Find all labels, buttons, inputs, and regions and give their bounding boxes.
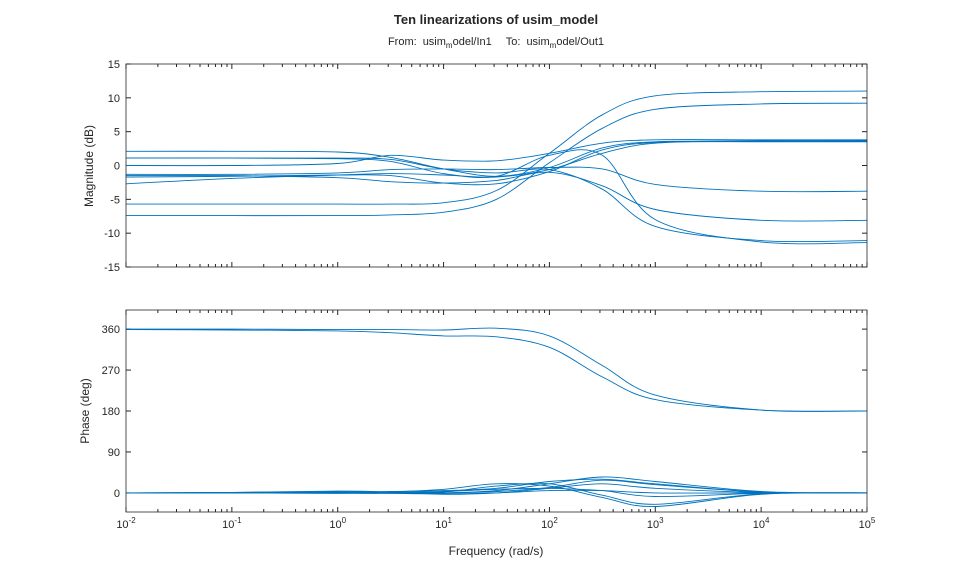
x-tick-label: 104: [753, 516, 770, 531]
magnitude-ytick-label: 10: [108, 93, 120, 105]
phase-ylabel: Phase (deg): [78, 378, 92, 443]
magnitude-ytick-label: 15: [108, 59, 120, 71]
phase-series-group: [126, 327, 867, 507]
magnitude-series-8: [126, 139, 867, 185]
magnitude-ytick-label: 0: [114, 161, 120, 173]
phase-axes: 0 90 180 270 360 10-2 10-1 100 101 102 103 104 105: [102, 309, 876, 531]
magnitude-ytick-label: -5: [110, 194, 120, 206]
magnitude-series-10: [126, 102, 867, 217]
magnitude-series-3: [126, 139, 867, 167]
magnitude-series-4: [126, 157, 867, 243]
magnitude-series-5: [126, 166, 867, 193]
x-tick-label: 102: [541, 516, 558, 531]
x-axis-label: Frequency (rad/s): [449, 544, 544, 558]
phase-ytick-label: 90: [108, 447, 120, 459]
magnitude-ytick-label: -10: [104, 228, 120, 240]
x-tick-label: 105: [859, 516, 876, 531]
x-tick-label: 10-1: [222, 516, 242, 531]
phase-series-1: [126, 327, 867, 412]
phase-ytick-label: 270: [102, 365, 120, 377]
chart-title: Ten linearizations of usim_model: [394, 12, 598, 27]
phase-series-9: [126, 483, 867, 495]
phase-series-2: [126, 329, 867, 412]
x-tick-label: 103: [647, 516, 664, 531]
phase-ytick-label: 360: [102, 324, 120, 336]
chart-subtitle: From: usimmodel/In1 To: usimmodel/Out1: [388, 36, 604, 50]
magnitude-axes-box: [125, 63, 868, 268]
magnitude-ylabel: Magnitude (dB): [82, 125, 96, 207]
magnitude-ytick-label: 5: [114, 127, 120, 139]
phase-ytick-label: 180: [102, 406, 120, 418]
magnitude-ytick-label: -15: [104, 262, 120, 274]
x-tick-label: 100: [329, 516, 346, 531]
x-tick-label: 10-2: [116, 516, 136, 531]
x-tick-label: 101: [435, 516, 452, 531]
magnitude-series-9: [126, 90, 867, 205]
phase-axes-box: [125, 309, 868, 513]
phase-ytick-label: 0: [114, 488, 120, 500]
magnitude-series-7: [126, 141, 867, 186]
magnitude-series-group: [126, 90, 867, 245]
phase-plot-area: [126, 310, 867, 512]
magnitude-axes: -15 -10 -5 0 5 10 15: [104, 59, 868, 274]
phase-series-10: [126, 479, 867, 494]
